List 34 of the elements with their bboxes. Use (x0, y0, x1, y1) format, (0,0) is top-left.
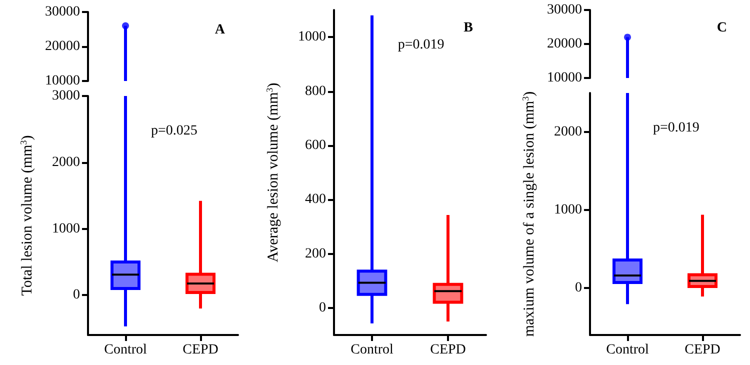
x-tick-label: Control (104, 342, 147, 358)
y-tick-label: 0 (73, 288, 80, 303)
y-tick-label: 200 (305, 246, 326, 262)
annotation: p=0.025 (151, 124, 198, 138)
y-tick-label: 10000 (547, 70, 582, 86)
y-tick-label: 2000 (554, 124, 582, 140)
y-tick-label: 10000 (45, 74, 80, 88)
y-tick-label: 20000 (45, 39, 80, 54)
y-tick-label: 400 (305, 192, 326, 208)
annotation: p=0.019 (653, 120, 700, 136)
text: C (716, 20, 728, 36)
y-tick-label: 600 (305, 138, 326, 153)
y-tick-label: 800 (305, 84, 326, 99)
y-tick-label: 30000 (45, 4, 80, 20)
y-axis-title: maxium volume of a single lesion (mm3) (520, 91, 538, 337)
x-tick-label: CEPD (182, 342, 218, 358)
y-tick-label: 30000 (547, 2, 582, 18)
y-tick-label: 20000 (547, 36, 582, 52)
text: B (464, 20, 474, 36)
y-tick-label: 0 (575, 280, 582, 296)
y-tick-label: 2000 (52, 154, 80, 170)
x-tick-label: CEPD (430, 342, 466, 358)
y-tick-label: 0 (319, 300, 326, 316)
text: A (214, 22, 226, 38)
x-tick-label: Control (350, 342, 394, 358)
y-tick-label: 1000 (52, 221, 80, 236)
y-axis-title: Total lesion volume (mm3) (18, 135, 36, 296)
x-tick-label: CEPD (684, 342, 720, 358)
y-tick-label: 1000 (554, 202, 582, 218)
annotation: p=0.019 (398, 38, 444, 52)
y-axis-title: Average lesion volume (mm3) (264, 82, 282, 262)
y-tick-label: 1000 (298, 30, 326, 45)
x-tick-label: Control (606, 342, 649, 358)
y-tick-label: 3000 (52, 88, 80, 104)
